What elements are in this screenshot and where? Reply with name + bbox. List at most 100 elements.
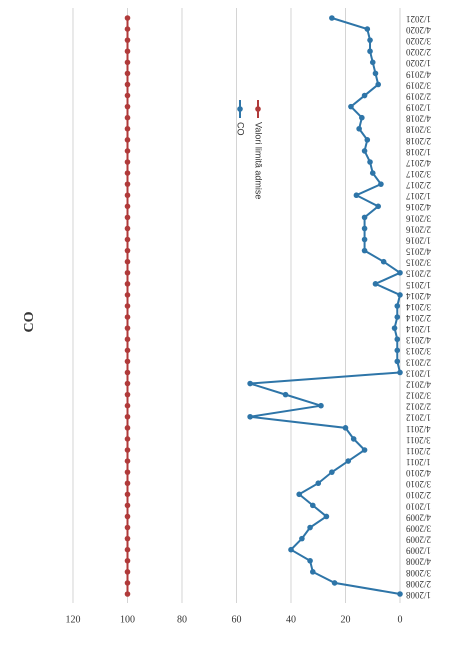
x-tick-label: 2/2016 [406,224,432,234]
data-point [397,269,403,276]
data-point [124,214,131,221]
x-tick-label: 3/2014 [406,302,432,312]
rotated-chart: CO 0204060801001201/20082/20083/20084/20… [22,8,431,625]
x-tick-label: 1/2010 [406,501,432,511]
data-point [124,26,131,32]
y-tick-label: 80 [177,614,187,625]
legend-marker [237,106,243,112]
x-tick-label: 1/2009 [406,546,432,556]
x-tick-label: 3/2009 [406,523,432,533]
x-tick-label: 4/2009 [406,512,432,522]
data-point [124,170,131,176]
x-tick-label: 1/2018 [406,147,432,157]
x-tick-label: 2/2008 [406,579,432,589]
x-tick-label: 2/2012 [406,402,431,412]
data-point [372,281,379,287]
data-point [361,447,368,453]
data-point [124,557,131,564]
data-point [124,491,131,498]
data-point [364,137,371,143]
x-tick-label: 4/2020 [406,25,432,35]
data-point [397,591,403,597]
x-tick-label: 3/2017 [406,169,432,179]
data-point [364,26,371,32]
data-point [124,580,131,586]
data-point [124,247,131,254]
data-point [124,425,131,431]
data-point [124,402,131,409]
x-tick-label: 2/2018 [406,136,432,146]
data-point [124,569,131,575]
x-tick-label: 4/2017 [406,158,432,168]
data-point [331,580,338,586]
x-tick-label: 2/2020 [406,47,432,57]
data-point [342,425,349,431]
data-point [124,336,131,343]
x-tick-label: 4/2019 [406,69,432,79]
data-point [124,181,131,187]
y-tick-label: 20 [341,614,351,625]
legend-label: Valori limită admise [254,122,264,199]
data-point [124,37,131,43]
x-tick-label: 2/2019 [406,91,432,101]
data-point [394,303,401,309]
data-point [124,203,131,210]
data-point [124,59,131,66]
data-point [361,148,368,154]
data-point [367,37,373,43]
data-point [124,114,131,121]
data-point [367,159,373,165]
data-point [124,546,131,553]
x-tick-label: 3/2008 [406,568,432,578]
data-point [307,524,313,531]
data-point [369,59,376,66]
data-point [124,358,131,365]
x-tick-label: 3/2018 [406,125,432,135]
x-tick-label: 1/2020 [406,58,432,68]
x-tick-label: 1/2021 [406,14,431,24]
x-tick-label: 3/2019 [406,80,432,90]
x-tick-label: 1/2011 [406,457,431,467]
data-point [361,214,368,221]
data-point [124,347,131,354]
x-tick-label: 2/2011 [406,446,431,456]
data-point [369,170,376,176]
data-point [124,236,131,243]
data-point [124,303,131,309]
data-point [124,591,131,597]
data-point [124,70,131,77]
data-point [361,92,368,99]
data-point [124,413,131,420]
data-point [361,225,368,232]
x-tick-label: 4/2012 [406,379,431,389]
x-tick-label: 1/2015 [406,280,432,290]
data-point [367,48,373,55]
data-point [359,114,365,121]
x-tick-label: 1/2019 [406,103,432,113]
data-point [345,458,352,464]
x-tick-label: 1/2012 [406,413,431,423]
data-point [318,402,324,409]
x-tick-label: 4/2015 [406,247,432,257]
x-tick-label: 1/2008 [406,590,432,600]
x-tick-label: 4/2011 [406,424,431,434]
data-point [391,325,398,331]
data-point [124,502,131,509]
data-point [375,203,382,210]
x-tick-label: 4/2010 [406,468,432,478]
data-point [124,391,131,398]
data-point [124,125,131,132]
x-tick-label: 3/2011 [406,435,431,445]
data-point [124,325,131,331]
x-tick-label: 1/2017 [406,191,432,201]
data-point [378,181,384,187]
data-point [124,192,131,199]
y-tick-label: 60 [232,614,242,625]
data-point [380,258,387,265]
data-point [375,81,382,88]
x-tick-label: 3/2012 [406,391,431,401]
data-point [124,281,131,287]
data-point [124,535,131,542]
y-tick-label: 100 [120,614,135,625]
